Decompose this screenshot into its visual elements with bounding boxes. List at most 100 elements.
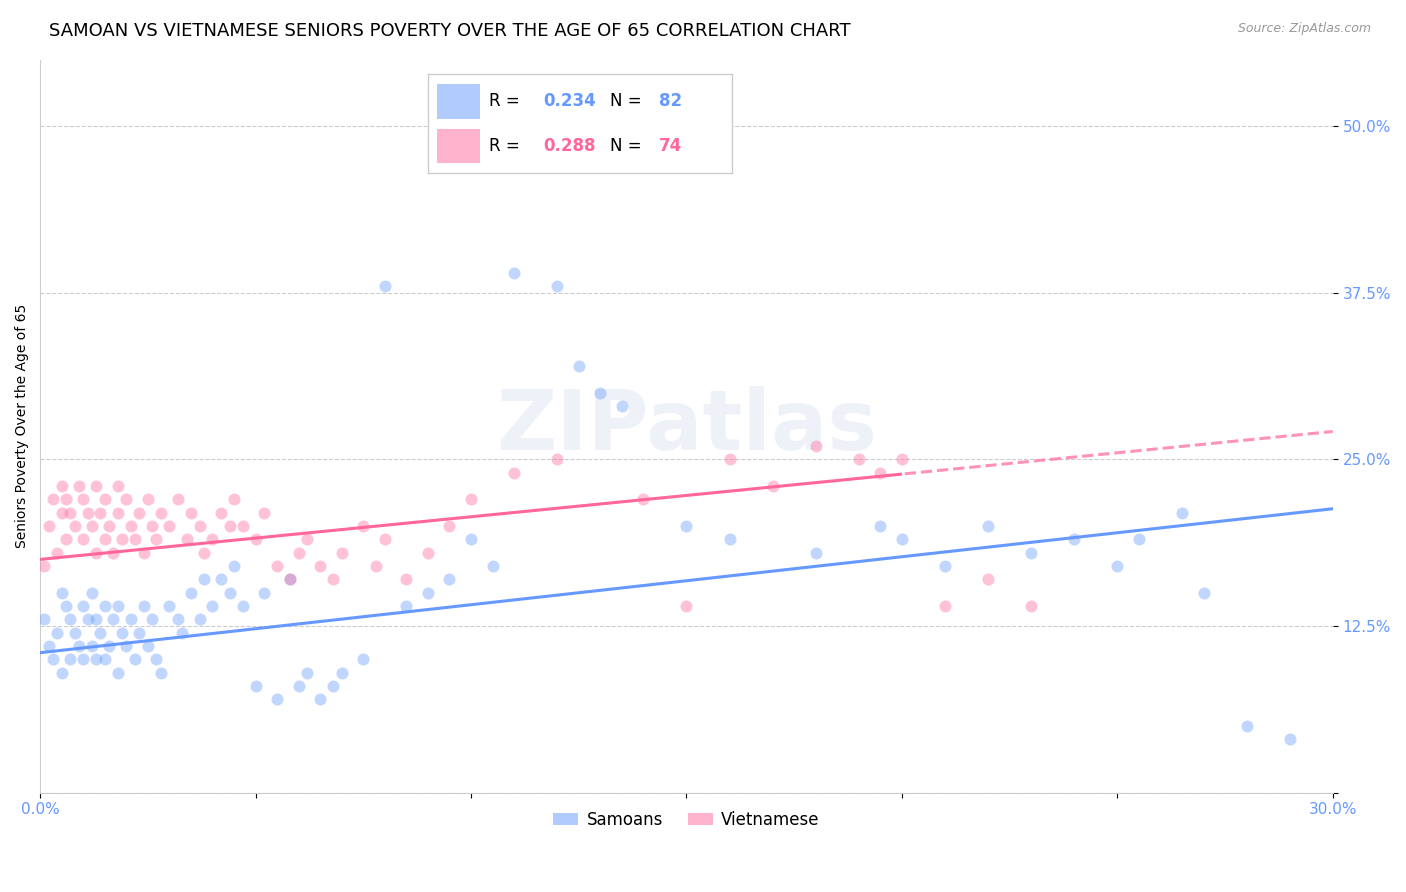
Point: [59, 612, 82, 626]
Point: [503, 266, 526, 280]
Point: [141, 519, 163, 533]
Point: [80, 519, 103, 533]
Point: [718, 452, 741, 467]
Point: [111, 625, 134, 640]
Point: [481, 559, 503, 574]
Point: [93, 533, 115, 547]
Point: [141, 612, 163, 626]
Point: [416, 585, 439, 599]
Point: [869, 466, 891, 480]
Point: [124, 652, 146, 666]
Point: [51, 665, 73, 680]
Point: [503, 466, 526, 480]
Point: [93, 599, 115, 613]
Point: [718, 533, 741, 547]
Point: [1171, 506, 1194, 520]
Point: [1278, 732, 1301, 747]
Point: [46, 625, 69, 640]
Point: [115, 639, 138, 653]
Point: [103, 546, 125, 560]
Point: [167, 612, 190, 626]
Point: [439, 573, 461, 587]
Point: [589, 385, 612, 400]
Point: [232, 519, 254, 533]
Point: [201, 599, 224, 613]
Point: [1019, 599, 1042, 613]
Point: [132, 546, 155, 560]
Point: [546, 279, 568, 293]
Point: [1019, 546, 1042, 560]
Point: [869, 519, 891, 533]
Point: [107, 506, 129, 520]
Point: [762, 479, 785, 493]
Point: [610, 399, 633, 413]
Point: [374, 533, 396, 547]
Point: [266, 559, 288, 574]
Point: [977, 519, 1000, 533]
Point: [84, 546, 107, 560]
Point: [149, 665, 172, 680]
Point: [42, 492, 65, 507]
Point: [322, 573, 344, 587]
Point: [278, 573, 301, 587]
Point: [55, 533, 77, 547]
Point: [218, 585, 240, 599]
Point: [103, 612, 125, 626]
Point: [107, 479, 129, 493]
Point: [374, 279, 396, 293]
Point: [218, 519, 240, 533]
Point: [266, 692, 288, 706]
Point: [157, 599, 180, 613]
Point: [76, 506, 98, 520]
Text: Source: ZipAtlas.com: Source: ZipAtlas.com: [1237, 22, 1371, 36]
Point: [1107, 559, 1129, 574]
Point: [848, 452, 870, 467]
Point: [209, 506, 232, 520]
Point: [352, 519, 374, 533]
Point: [93, 652, 115, 666]
Point: [89, 506, 111, 520]
Text: SAMOAN VS VIETNAMESE SENIORS POVERTY OVER THE AGE OF 65 CORRELATION CHART: SAMOAN VS VIETNAMESE SENIORS POVERTY OVE…: [49, 22, 851, 40]
Point: [72, 652, 94, 666]
Point: [80, 639, 103, 653]
Point: [89, 625, 111, 640]
Point: [1192, 585, 1215, 599]
Point: [188, 519, 211, 533]
Point: [172, 625, 194, 640]
Point: [309, 559, 332, 574]
Point: [297, 533, 319, 547]
Point: [51, 479, 73, 493]
Point: [80, 585, 103, 599]
Point: [76, 612, 98, 626]
Point: [63, 625, 86, 640]
Point: [136, 492, 159, 507]
Point: [977, 573, 1000, 587]
Point: [67, 479, 90, 493]
Point: [128, 625, 150, 640]
Point: [51, 585, 73, 599]
Point: [55, 599, 77, 613]
Point: [330, 546, 353, 560]
Point: [297, 665, 319, 680]
Point: [132, 599, 155, 613]
Point: [124, 533, 146, 547]
Point: [193, 573, 215, 587]
Point: [439, 519, 461, 533]
Point: [176, 533, 198, 547]
Point: [352, 652, 374, 666]
Point: [136, 639, 159, 653]
Point: [145, 652, 167, 666]
Point: [1236, 719, 1258, 733]
Point: [322, 679, 344, 693]
Point: [157, 519, 180, 533]
Point: [934, 559, 956, 574]
Point: [201, 533, 224, 547]
Point: [232, 599, 254, 613]
Point: [287, 546, 309, 560]
Point: [675, 599, 697, 613]
Point: [34, 612, 56, 626]
Point: [120, 612, 142, 626]
Point: [51, 506, 73, 520]
Point: [253, 506, 276, 520]
Point: [366, 559, 388, 574]
